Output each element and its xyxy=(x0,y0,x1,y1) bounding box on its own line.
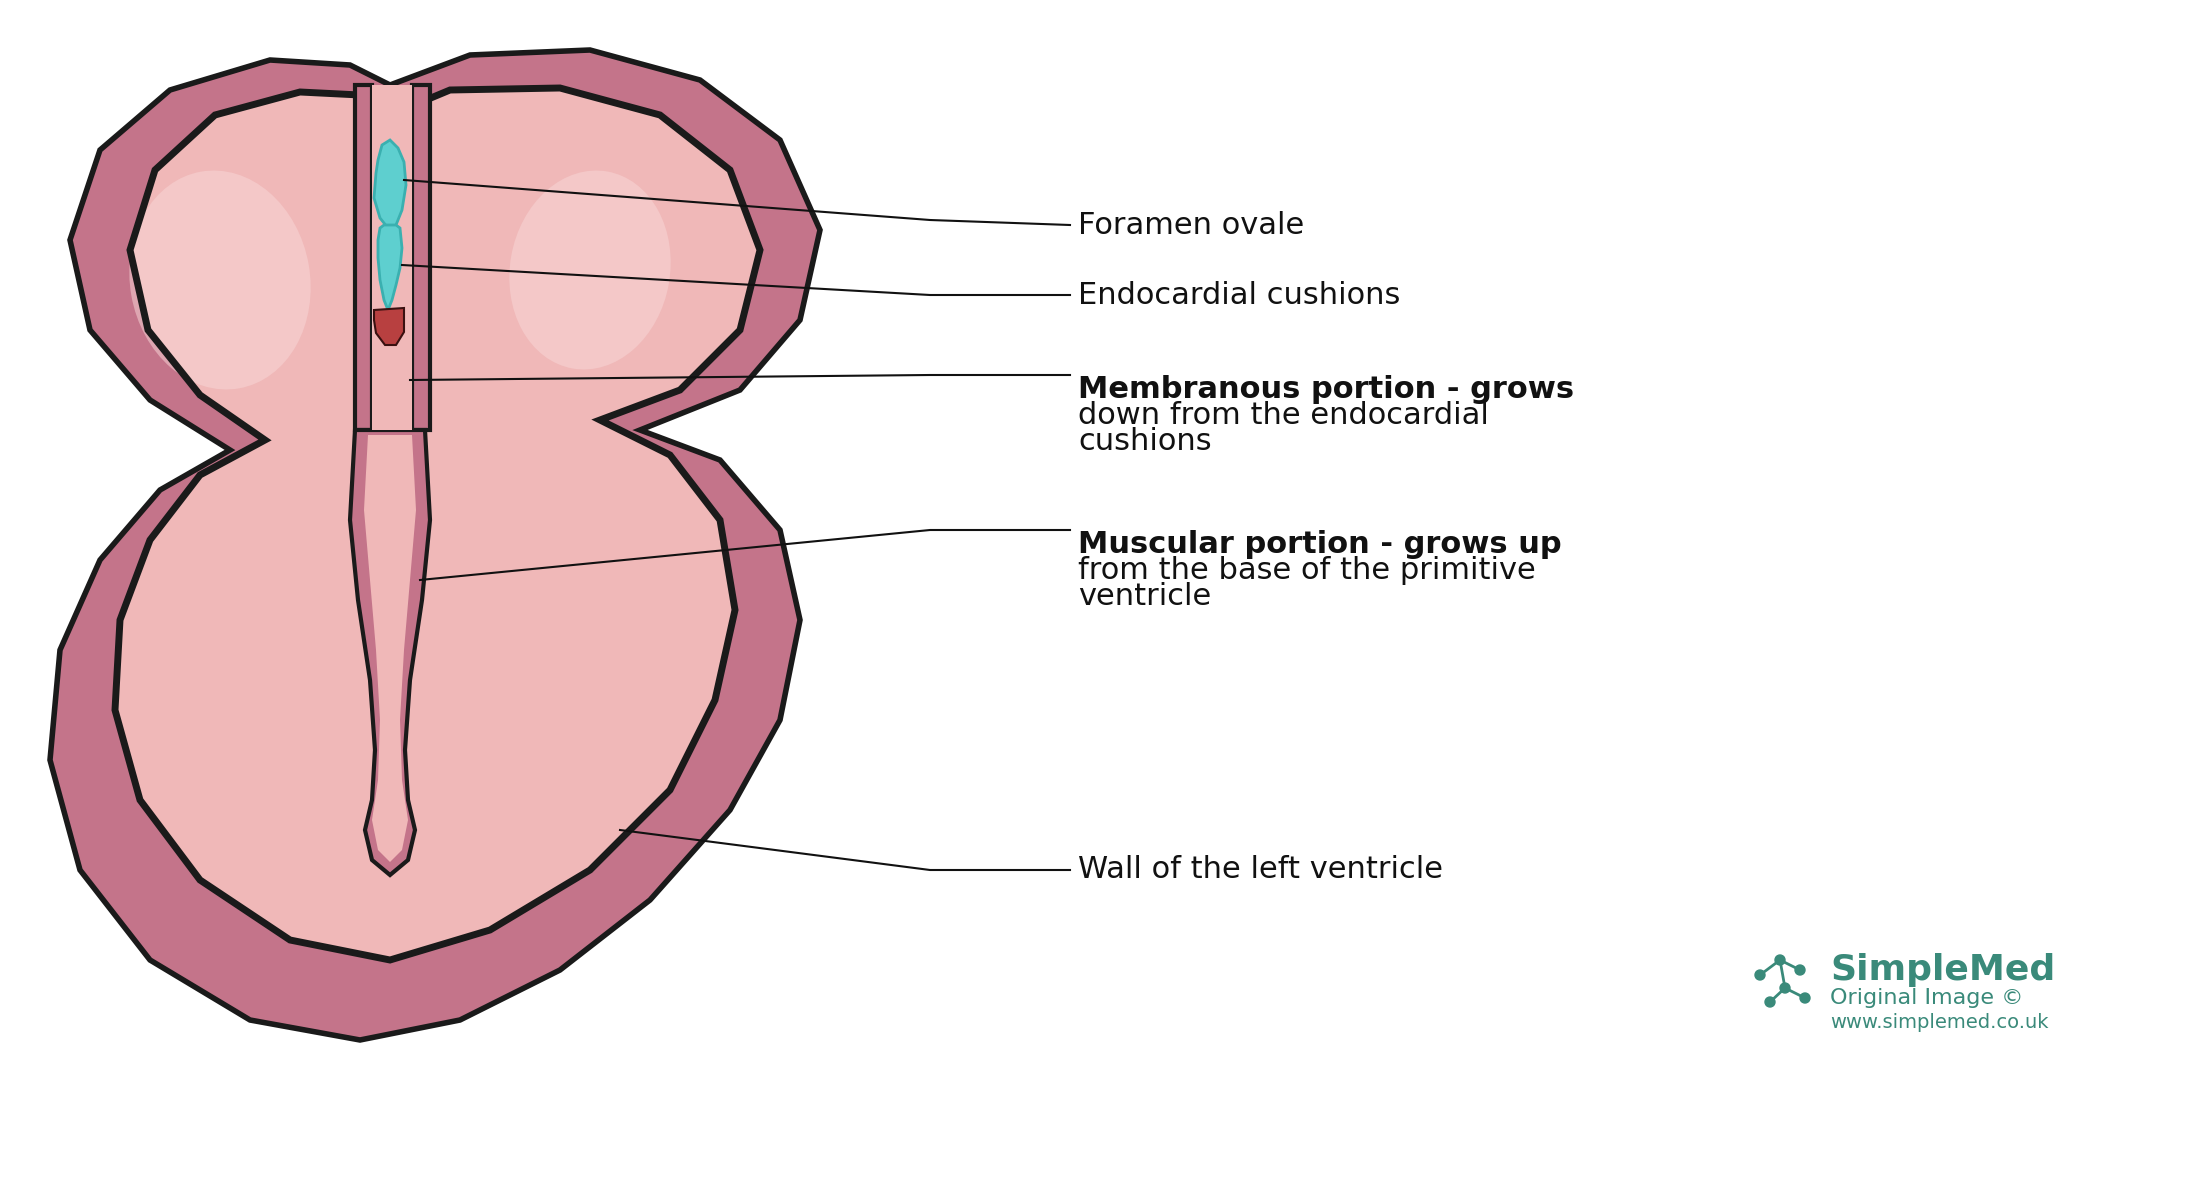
Text: Foramen ovale: Foramen ovale xyxy=(1078,211,1304,239)
Polygon shape xyxy=(373,308,404,345)
Polygon shape xyxy=(51,50,819,1040)
Polygon shape xyxy=(371,85,413,430)
Ellipse shape xyxy=(130,171,310,390)
Text: www.simplemed.co.uk: www.simplemed.co.uk xyxy=(1829,1012,2049,1031)
Polygon shape xyxy=(373,140,406,228)
Text: Membranous portion - grows: Membranous portion - grows xyxy=(1078,374,1575,404)
Circle shape xyxy=(1794,965,1805,975)
Polygon shape xyxy=(378,225,402,310)
Text: ventricle: ventricle xyxy=(1078,582,1212,611)
Text: from the base of the primitive: from the base of the primitive xyxy=(1078,556,1535,585)
Text: down from the endocardial: down from the endocardial xyxy=(1078,401,1489,430)
Circle shape xyxy=(1801,993,1810,1003)
Polygon shape xyxy=(413,85,430,430)
Circle shape xyxy=(1781,984,1790,993)
Polygon shape xyxy=(356,85,371,430)
Circle shape xyxy=(1755,971,1766,980)
Text: cushions: cushions xyxy=(1078,427,1212,456)
Text: Muscular portion - grows up: Muscular portion - grows up xyxy=(1078,530,1561,559)
Text: Wall of the left ventricle: Wall of the left ventricle xyxy=(1078,856,1443,884)
Polygon shape xyxy=(365,435,415,861)
Text: Original Image ©: Original Image © xyxy=(1829,988,2023,1008)
Circle shape xyxy=(1774,955,1785,965)
Polygon shape xyxy=(114,88,760,960)
Text: SimpleMed: SimpleMed xyxy=(1829,953,2055,987)
Ellipse shape xyxy=(509,171,670,370)
Circle shape xyxy=(1766,997,1774,1007)
Polygon shape xyxy=(349,430,430,875)
Text: Endocardial cushions: Endocardial cushions xyxy=(1078,281,1401,309)
